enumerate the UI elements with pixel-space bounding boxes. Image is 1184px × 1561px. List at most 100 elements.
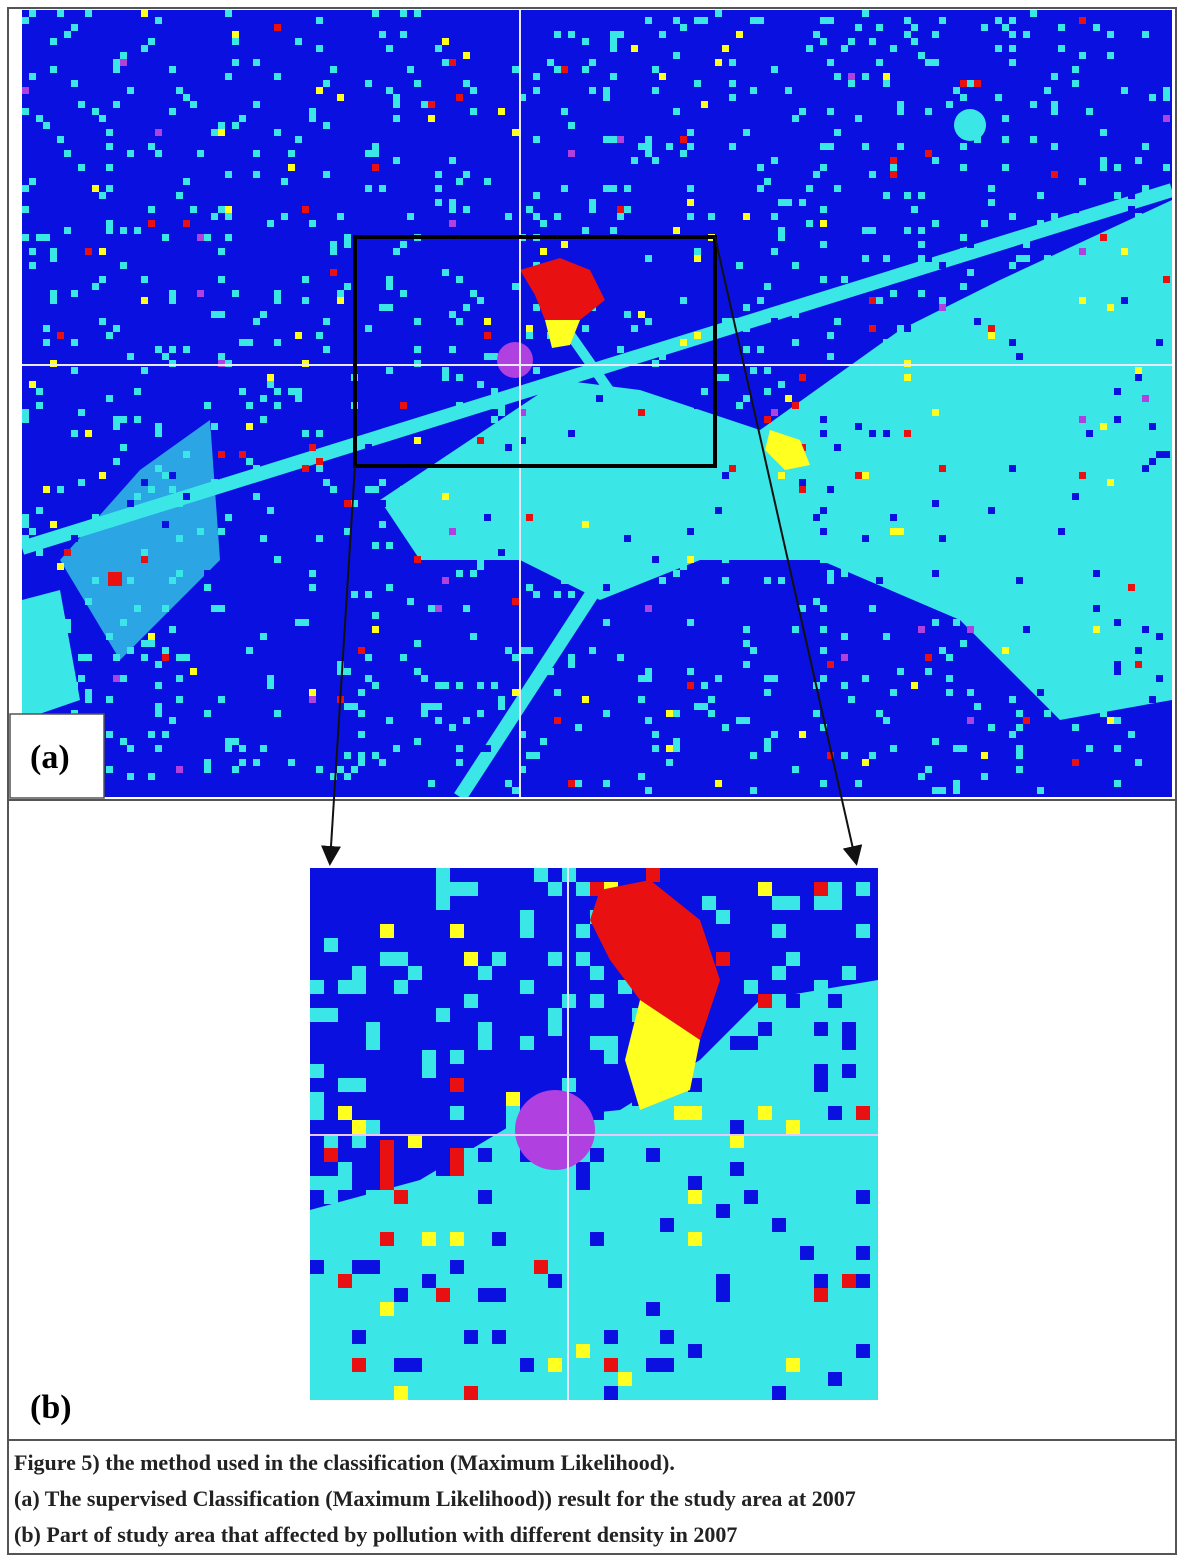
pixel [176, 31, 183, 38]
pixel [603, 87, 610, 94]
pixel [834, 73, 841, 80]
pixel [736, 535, 743, 542]
pixel [358, 766, 365, 773]
pixel [638, 143, 645, 150]
pixel [148, 220, 155, 227]
pixel [1016, 255, 1023, 262]
pixel [792, 507, 799, 514]
pixel [856, 1246, 870, 1260]
pixel [148, 206, 155, 213]
pixel [422, 1372, 436, 1386]
pixel [806, 430, 813, 437]
pixel [757, 297, 764, 304]
pixel [645, 605, 652, 612]
pixel [1107, 682, 1114, 689]
pixel [1009, 731, 1016, 738]
pixel [442, 549, 449, 556]
pixel [638, 696, 645, 703]
pixel [960, 164, 967, 171]
pixel [862, 528, 869, 535]
pixel [169, 290, 176, 297]
pixel [176, 192, 183, 199]
pixel [925, 668, 932, 675]
pixel [338, 966, 352, 980]
pixel [526, 647, 533, 654]
pixel [393, 682, 400, 689]
pixel [274, 339, 281, 346]
pixel [800, 1358, 814, 1372]
pixel [1135, 647, 1142, 654]
pixel [856, 1288, 870, 1302]
pixel [372, 542, 379, 549]
pixel [463, 304, 470, 311]
pixel [814, 1064, 828, 1078]
pixel [820, 220, 827, 227]
pixel [394, 980, 408, 994]
pixel [512, 654, 519, 661]
pixel [1093, 451, 1100, 458]
pixel [169, 626, 176, 633]
pixel [281, 94, 288, 101]
pixel [113, 458, 120, 465]
pixel [1128, 164, 1135, 171]
pixel [366, 1316, 380, 1330]
pixel [904, 759, 911, 766]
pixel [590, 994, 604, 1008]
pixel [995, 45, 1002, 52]
pixel [197, 528, 204, 535]
pixel [785, 318, 792, 325]
pixel [792, 339, 799, 346]
pixel [1058, 591, 1065, 598]
pixel [176, 766, 183, 773]
pixel [106, 185, 113, 192]
pixel [841, 45, 848, 52]
pixel [211, 381, 218, 388]
pixel [1121, 472, 1128, 479]
pixel [1142, 465, 1149, 472]
pixel [988, 325, 995, 332]
pixel [155, 101, 162, 108]
pixel [575, 10, 582, 17]
pixel [64, 626, 71, 633]
pixel [442, 598, 449, 605]
pixel [604, 1204, 618, 1218]
pixel [477, 682, 484, 689]
pixel [358, 745, 365, 752]
pixel [310, 1064, 324, 1078]
pixel [548, 1358, 562, 1372]
pixel [939, 542, 946, 549]
pixel [1121, 248, 1128, 255]
pixel [71, 66, 78, 73]
pixel [638, 514, 645, 521]
pixel [855, 423, 862, 430]
pixel [450, 966, 464, 980]
pixel [960, 80, 967, 87]
pixel [394, 1330, 408, 1344]
pixel [442, 59, 449, 66]
pixel [380, 1302, 394, 1316]
pixel [1016, 724, 1023, 731]
pixel [78, 94, 85, 101]
pixel [568, 381, 575, 388]
pixel [71, 535, 78, 542]
pixel [576, 1316, 590, 1330]
pixel [792, 766, 799, 773]
pixel [324, 868, 338, 882]
pixel [533, 304, 540, 311]
pixel [464, 882, 478, 896]
pixel [29, 248, 36, 255]
pixel [1009, 45, 1016, 52]
pixel [1086, 416, 1093, 423]
pixel [1163, 500, 1170, 507]
pixel [862, 73, 869, 80]
pixel [183, 451, 190, 458]
pixel [99, 276, 106, 283]
pixel [463, 605, 470, 612]
pixel [890, 472, 897, 479]
pixel [246, 717, 253, 724]
pixel [120, 262, 127, 269]
pixel [22, 416, 29, 423]
pixel [800, 1316, 814, 1330]
pixel [421, 710, 428, 717]
pixel [1107, 654, 1114, 661]
